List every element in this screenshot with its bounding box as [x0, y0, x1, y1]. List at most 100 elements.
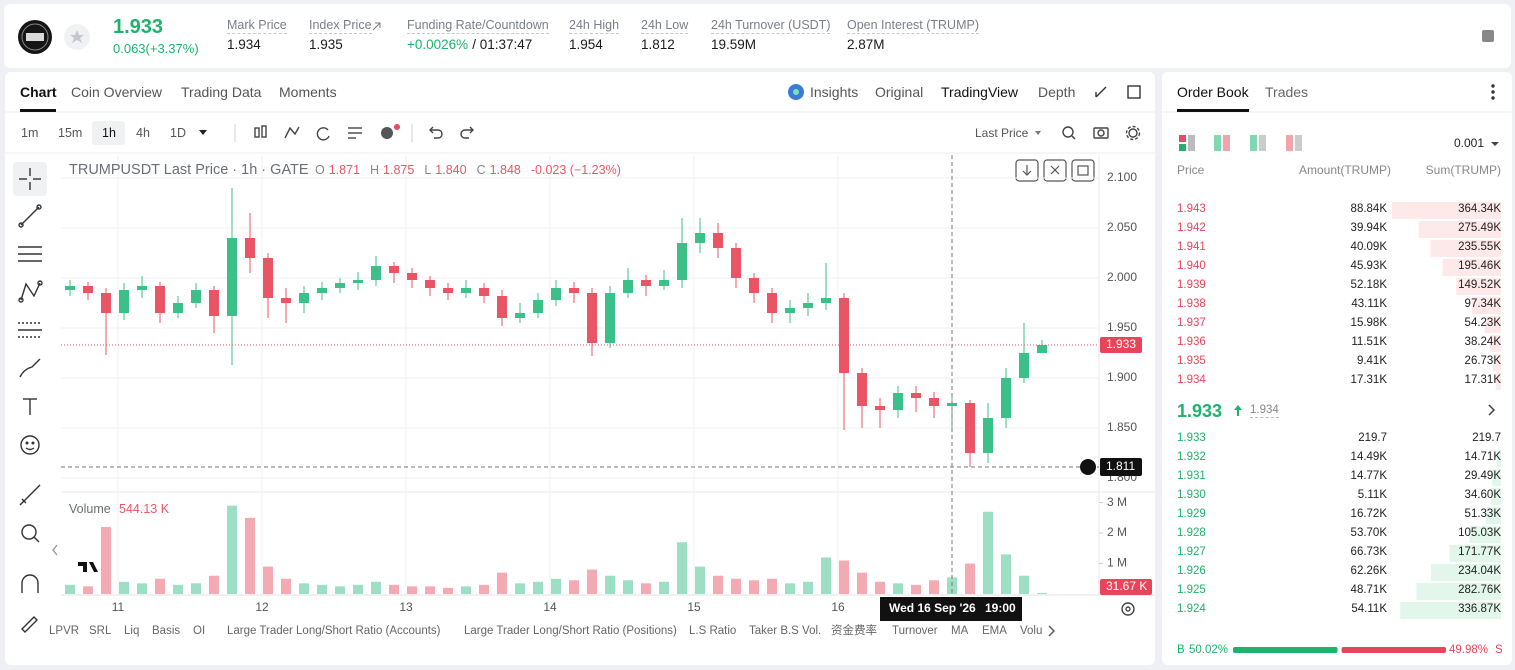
view-tab[interactable]: Depth: [1038, 84, 1076, 100]
chart-tab[interactable]: Trading Data: [181, 84, 262, 100]
settings-icon[interactable]: [1121, 602, 1135, 616]
toolbar-icons[interactable]: [1093, 127, 1109, 139]
indicator[interactable]: 资金费率: [831, 625, 877, 637]
view-tab[interactable]: Original: [875, 84, 924, 100]
drawing-tools[interactable]: [20, 282, 41, 301]
chart-buttons[interactable]: [1022, 170, 1032, 176]
view-icons[interactable]: [1095, 84, 1495, 100]
settings-icon[interactable]: [1121, 602, 1135, 616]
indicator[interactable]: Turnover: [892, 625, 938, 637]
drawing-tools[interactable]: [25, 441, 29, 445]
view-icons[interactable]: [1127, 85, 1141, 99]
drawing-tools[interactable]: [31, 441, 35, 445]
drawing-tools[interactable]: [19, 484, 41, 506]
toolbar-icons[interactable]: [394, 124, 400, 130]
drawing-tools[interactable]: [20, 206, 40, 226]
toolbar-icons[interactable]: [469, 126, 474, 134]
toolbar-icons[interactable]: [429, 126, 434, 134]
toolbar-icons[interactable]: [381, 127, 393, 139]
view-icons[interactable]: [1491, 84, 1495, 88]
view-tab[interactable]: Insights: [810, 84, 859, 100]
favorite-star[interactable]: [64, 24, 90, 50]
price-type[interactable]: Last Price: [975, 126, 1029, 140]
drawing-tools[interactable]: [18, 222, 24, 228]
chart-buttons[interactable]: [1015, 159, 1095, 182]
interval[interactable]: 1h: [102, 126, 116, 140]
toolbar-icons[interactable]: [199, 130, 207, 135]
book-layout-icons[interactable]: [1179, 135, 1499, 416]
more-chevron[interactable]: [1048, 625, 1055, 637]
drawing-tools[interactable]: [21, 574, 39, 593]
indicator[interactable]: Volu: [1020, 625, 1043, 637]
drawing-tools[interactable]: [20, 435, 40, 455]
settings-icon[interactable]: [1125, 606, 1131, 612]
book-layout-icons[interactable]: [1214, 135, 1221, 151]
interval[interactable]: 1m: [21, 126, 39, 140]
book-layout-icons[interactable]: [1491, 142, 1499, 146]
favorite-star[interactable]: [70, 30, 84, 43]
toolbar-icons[interactable]: [430, 129, 443, 139]
drawing-tools[interactable]: [21, 524, 37, 540]
view-icons[interactable]: [1491, 96, 1495, 100]
toolbar-icons[interactable]: [1062, 126, 1074, 138]
toolbar-icons[interactable]: [1097, 129, 1105, 137]
indicator[interactable]: Large Trader Long/Short Ratio (Accounts): [227, 625, 441, 637]
toolbar-icons[interactable]: [1125, 125, 1141, 141]
drawing-tools[interactable]: [21, 498, 27, 504]
book-layout-icons[interactable]: [1295, 135, 1302, 151]
book-layout-icons[interactable]: [1250, 135, 1257, 151]
book-layout-icons[interactable]: [1286, 135, 1293, 151]
view-tab[interactable]: TradingView: [941, 84, 1019, 100]
book-tab[interactable]: Trades: [1265, 84, 1309, 100]
chart-buttons[interactable]: [1077, 165, 1089, 176]
precision[interactable]: 0.001: [1454, 136, 1485, 150]
interval[interactable]: 4h: [136, 126, 150, 140]
indicator[interactable]: OI: [193, 625, 206, 637]
book-layout-icons[interactable]: [1179, 135, 1186, 142]
indicator[interactable]: MA: [951, 625, 969, 637]
interval[interactable]: 15m: [58, 126, 83, 140]
chart-tab[interactable]: Coin Overview: [71, 84, 163, 100]
book-layout-icons[interactable]: [1488, 404, 1496, 416]
book-layout-icons[interactable]: [1259, 135, 1266, 151]
drawing-tools[interactable]: [52, 544, 58, 556]
drawing-tools[interactable]: [18, 297, 24, 303]
drawing-tools[interactable]: [21, 616, 38, 633]
view-icons[interactable]: [1095, 86, 1107, 98]
indicator[interactable]: Liq: [124, 625, 140, 637]
drawing-tools[interactable]: [25, 447, 35, 451]
drawing-tools[interactable]: [19, 358, 41, 378]
indicator[interactable]: EMA: [982, 625, 1007, 637]
toolbar-icons[interactable]: [254, 127, 260, 138]
indicator[interactable]: Basis: [152, 625, 181, 637]
indicator[interactable]: LPVR: [49, 625, 80, 637]
chart-tab[interactable]: Chart: [20, 84, 57, 100]
drawing-tools[interactable]: [11, 162, 58, 633]
indicator[interactable]: SRL: [89, 625, 112, 637]
chart-buttons[interactable]: [1050, 165, 1060, 175]
toolbar-icons[interactable]: [460, 129, 473, 139]
toolbar-icons[interactable]: [1128, 128, 1138, 138]
toolbar-icons[interactable]: [284, 126, 300, 139]
chart-tab[interactable]: Moments: [279, 84, 337, 100]
toolbar-icons[interactable]: [261, 125, 267, 138]
chart-buttons[interactable]: [1071, 159, 1095, 182]
book-layout-icons[interactable]: [1223, 135, 1230, 151]
indicator[interactable]: Taker B.S Vol.: [749, 625, 822, 637]
notes-icon[interactable]: [1482, 30, 1494, 42]
book-layout-icons[interactable]: [1234, 405, 1242, 416]
drawing-tools[interactable]: [37, 280, 43, 286]
drawing-tools[interactable]: [13, 162, 47, 196]
book-tab[interactable]: Order Book: [1177, 84, 1249, 100]
book-layout-icons[interactable]: [1188, 135, 1195, 151]
toolbar-icons[interactable]: [1071, 135, 1076, 140]
toolbar-icons[interactable]: [1035, 131, 1041, 135]
drawing-tools[interactable]: [36, 204, 42, 210]
drawing-tools[interactable]: [33, 536, 40, 543]
interval[interactable]: 1D: [170, 126, 186, 140]
view-icons[interactable]: [1491, 90, 1495, 94]
indicator[interactable]: Large Trader Long/Short Ratio (Positions…: [464, 625, 677, 637]
toolbar-icons[interactable]: [316, 127, 330, 141]
indicator[interactable]: L.S Ratio: [689, 625, 737, 637]
toolbar-icons[interactable]: [199, 124, 1141, 142]
